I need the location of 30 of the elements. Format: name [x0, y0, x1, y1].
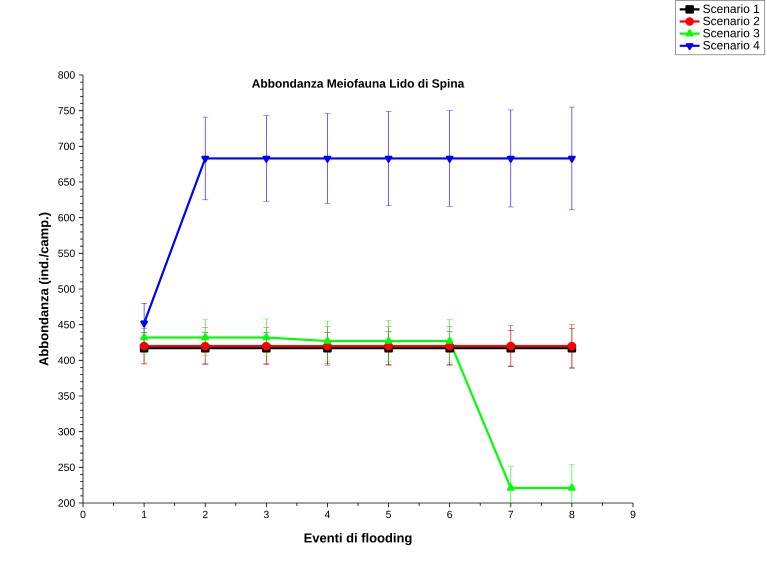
x-tick-label: 0	[80, 510, 86, 518]
x-tick-label: 5	[386, 510, 392, 518]
y-tick-label: 250	[58, 464, 75, 472]
x-tick-label: 3	[264, 510, 269, 518]
legend-label: Scenario 2	[703, 16, 760, 26]
y-tick-label: 500	[58, 285, 75, 293]
y-tick-label: 600	[58, 214, 75, 222]
x-tick-label: 8	[569, 510, 574, 518]
y-tick-label: 300	[58, 428, 75, 436]
y-tick-label: 350	[58, 392, 75, 400]
x-tick-label: 6	[447, 510, 452, 518]
x-tick-label: 4	[324, 510, 330, 518]
legend-label: Scenario 1	[703, 4, 760, 14]
x-tick-label: 2	[202, 510, 208, 518]
y-tick-label: 200	[58, 499, 75, 507]
legend-label: Scenario 4	[703, 40, 760, 50]
x-tick-label: 1	[142, 510, 146, 518]
y-tick-label: 450	[58, 320, 75, 328]
x-tick-label: 7	[508, 510, 514, 518]
y-tick-label: 700	[58, 142, 75, 150]
y-tick-label: 550	[58, 250, 75, 258]
x-axis-title: Eventi di flooding	[304, 533, 412, 546]
legend-label: Scenario 3	[703, 28, 760, 38]
y-axis-title: Abbondanza (ind./camp.)	[38, 212, 51, 366]
x-tick-label: 9	[630, 510, 636, 518]
y-tick-label: 750	[58, 106, 75, 114]
y-tick-label: 650	[58, 178, 75, 186]
y-tick-label: 400	[58, 356, 75, 364]
y-tick-label: 800	[58, 71, 75, 79]
chart-title: Abbondanza Meiofauna Lido di Spina	[252, 78, 464, 90]
